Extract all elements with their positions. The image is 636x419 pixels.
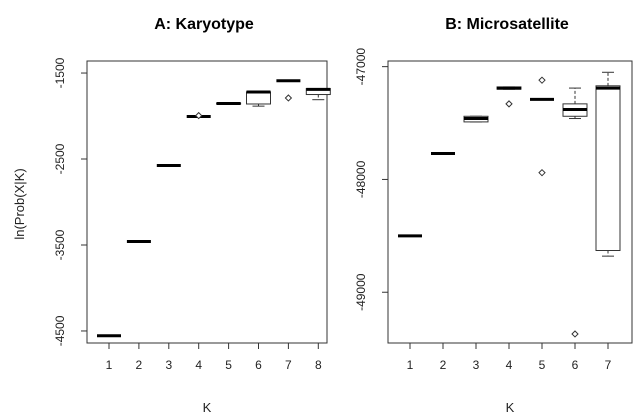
a-x-tick-label: 6 <box>255 358 262 372</box>
a-x-tick-label: 2 <box>136 358 143 372</box>
b-outlier <box>571 330 579 338</box>
panel-a-title: A: Karyotype <box>154 16 254 33</box>
b-box-k4 <box>496 86 522 108</box>
b-box-k5 <box>530 76 554 177</box>
panel-a-y-label: ln(Prob(X|K) <box>12 168 27 239</box>
a-box-k7 <box>276 79 301 102</box>
b-x-tick-label: 6 <box>572 358 579 372</box>
a-x-tick-label: 4 <box>195 358 202 372</box>
panel-b: B: Microsatellite -47000 -48000 -49000 1 2 3… <box>354 16 633 415</box>
a-x-tick-label: 7 <box>285 358 292 372</box>
panel-a-x-axis: 1 2 3 4 5 6 7 8 <box>106 343 322 372</box>
b-box-k6 <box>562 87 588 338</box>
b-x-tick-label: 2 <box>440 358 447 372</box>
a-y-tick-label: -1500 <box>53 57 67 88</box>
panel-a-boxes <box>97 79 331 338</box>
panel-b-y-axis: -47000 -48000 -49000 <box>354 48 388 311</box>
b-y-tick-label: -48000 <box>354 160 368 198</box>
panel-b-boxes <box>398 71 621 338</box>
a-box-k5 <box>216 102 242 106</box>
panel-a-plot-frame <box>86 60 328 344</box>
b-outlier <box>538 168 546 177</box>
b-x-tick-label: 7 <box>605 358 612 372</box>
b-box-k7 <box>595 71 621 257</box>
b-x-tick-label: 3 <box>473 358 480 372</box>
panel-b-x-axis: 1 2 3 4 5 6 7 <box>407 343 612 372</box>
panel-a-y-axis: -1500 -2500 -3500 -4500 <box>53 57 87 346</box>
b-y-tick-label: -49000 <box>354 273 368 311</box>
b-outlier <box>538 76 546 84</box>
a-outlier <box>284 94 293 102</box>
b-y-tick-label: -47000 <box>354 48 368 86</box>
a-y-tick-label: -3500 <box>53 229 67 260</box>
panel-a-x-label: K <box>203 400 212 415</box>
a-x-tick-label: 3 <box>165 358 172 372</box>
b-box <box>595 85 621 252</box>
b-x-tick-label: 1 <box>407 358 414 372</box>
a-x-tick-label: 5 <box>225 358 232 372</box>
a-y-tick-label: -4500 <box>53 315 67 346</box>
panel-b-x-label: K <box>506 400 515 415</box>
b-x-tick-label: 5 <box>539 358 546 372</box>
b-box-k3 <box>463 115 489 123</box>
a-x-tick-label: 1 <box>106 358 113 372</box>
a-y-tick-label: -2500 <box>53 143 67 174</box>
b-outlier <box>505 100 513 108</box>
a-box-k6 <box>246 90 271 107</box>
a-x-tick-label: 8 <box>315 358 322 372</box>
a-box-k8 <box>305 87 331 101</box>
panel-a: A: Karyotype -1500 -2500 -3500 -4500 1 2 3 4 5 6… <box>12 16 331 415</box>
a-box-k4 <box>186 111 211 120</box>
panel-b-plot-frame <box>387 60 633 344</box>
b-x-tick-label: 4 <box>506 358 513 372</box>
a-box <box>246 91 271 105</box>
panel-b-title: B: Microsatellite <box>445 16 569 33</box>
a-outlier <box>194 111 203 120</box>
